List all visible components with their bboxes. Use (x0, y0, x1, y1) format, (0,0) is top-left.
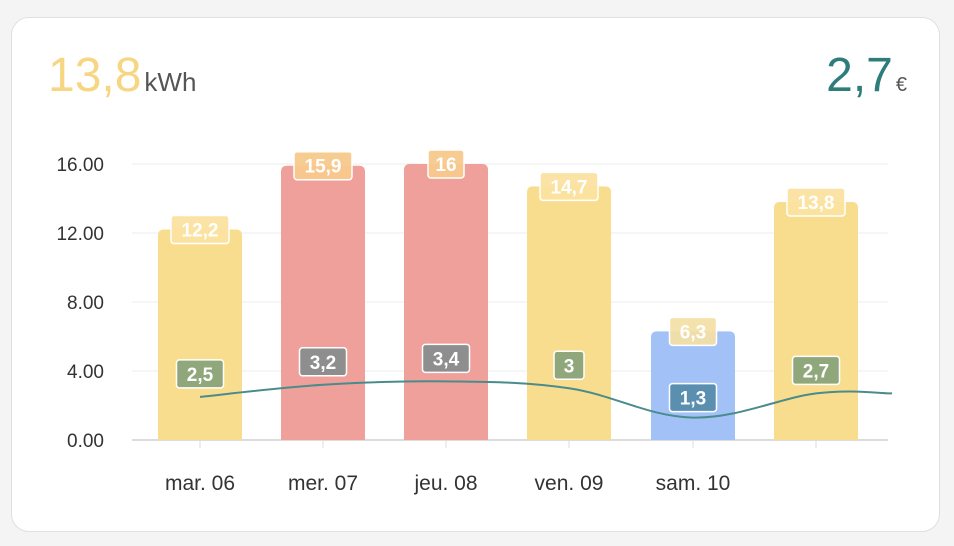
cost-value-label: 3,2 (310, 353, 336, 374)
bar-value-label: 14,7 (551, 177, 588, 198)
energy-total: 13,8 kWh (48, 50, 196, 102)
bar-value-label: 16 (435, 155, 456, 176)
x-tick-label: jeu. 08 (413, 472, 477, 495)
bar (404, 164, 488, 440)
cost-value-label-box (421, 343, 471, 374)
bar-value-label: 15,9 (305, 157, 342, 178)
cost-value-label: 2,7 (803, 361, 829, 382)
cost-value-label: 3 (564, 356, 575, 377)
cost-value-label: 2,5 (187, 365, 214, 386)
bar-value-label: 12,2 (182, 221, 219, 242)
cost-value-label: 1,3 (680, 389, 706, 410)
x-tick-label: mer. 07 (288, 472, 358, 495)
y-tick-label: 12.00 (56, 224, 104, 245)
bar (281, 165, 365, 440)
cost-total: 2,7 € (826, 50, 907, 102)
cost-value-label-box (791, 355, 841, 386)
cost-value: 2,7 (826, 49, 893, 102)
cost-value-label: 3,4 (433, 349, 460, 370)
x-tick-label: sam. 10 (656, 472, 731, 495)
cost-value-label-box (175, 359, 225, 389)
bar-value-label-box (668, 316, 718, 347)
energy-value: 13,8 (48, 49, 142, 102)
y-tick-label: 4.00 (67, 362, 104, 383)
y-tick-label: 0.00 (67, 431, 104, 452)
bar-value-label-box (786, 187, 846, 217)
y-tick-label: 8.00 (67, 293, 104, 314)
cost-line (199, 380, 893, 419)
bar (527, 186, 611, 440)
bar (158, 229, 242, 440)
cost-unit: € (895, 74, 907, 96)
cost-value-label-box (668, 382, 718, 413)
bar-value-label: 6,3 (680, 322, 706, 343)
energy-unit: kWh (144, 67, 197, 97)
y-tick-label: 16.00 (56, 155, 104, 176)
bar-value-label-box (170, 214, 230, 245)
bar-value-label-box (539, 171, 599, 202)
x-tick-label: mar. 06 (165, 472, 235, 495)
bar (774, 201, 858, 440)
bar-value-label: 13,8 (798, 193, 835, 214)
cost-value-label-box (298, 347, 348, 377)
x-tick-label: ven. 09 (535, 472, 604, 495)
bar-value-label-box (427, 149, 465, 179)
cost-value-label-box (553, 350, 585, 380)
bar-value-label-box (293, 150, 353, 181)
